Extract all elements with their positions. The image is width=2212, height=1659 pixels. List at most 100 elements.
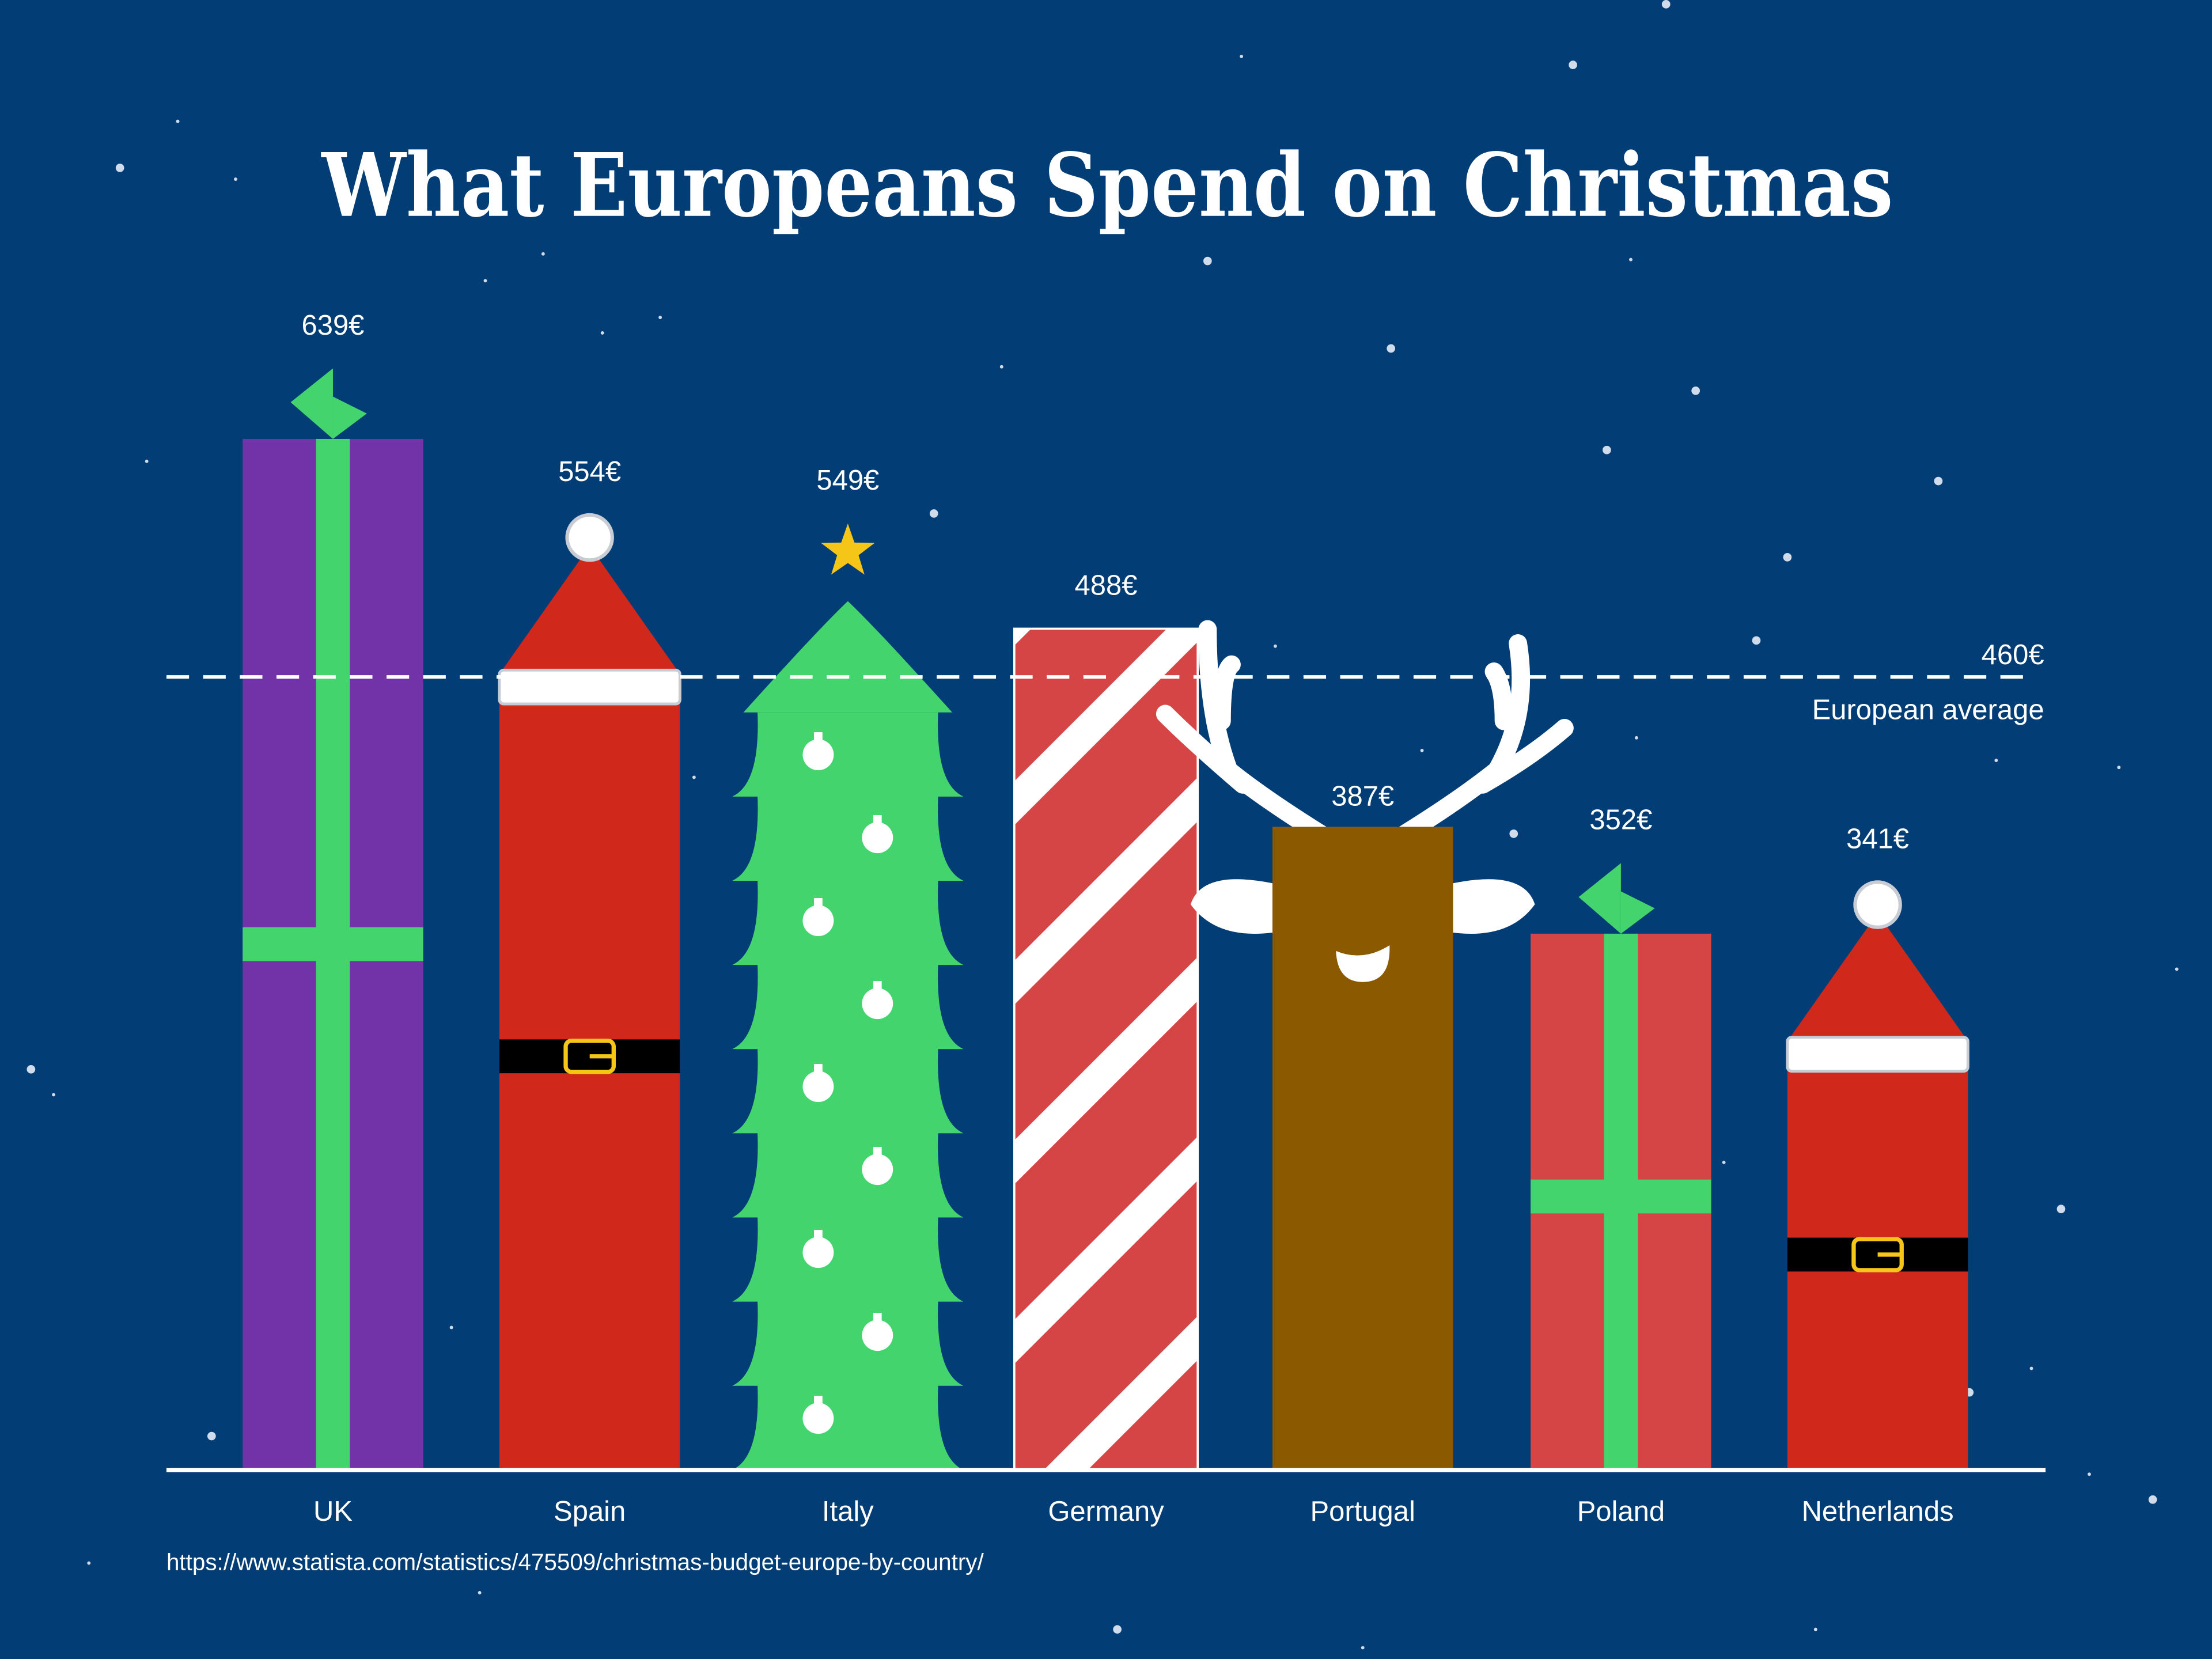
x-tick-label: Poland bbox=[1577, 1496, 1665, 1527]
reindeer-head bbox=[1272, 827, 1453, 1470]
snow-dot bbox=[1240, 55, 1244, 58]
ornament bbox=[802, 1071, 834, 1103]
santa-bar bbox=[1786, 880, 1969, 1470]
snow-dot bbox=[1661, 0, 1671, 9]
x-tick-label: Italy bbox=[822, 1496, 874, 1527]
hat-brim bbox=[1786, 1036, 1969, 1073]
bars bbox=[243, 368, 1969, 1471]
snow-dot bbox=[87, 1561, 91, 1565]
snow-dot bbox=[2117, 766, 2121, 770]
snow-dot bbox=[115, 164, 124, 172]
ornament-cap bbox=[873, 981, 882, 990]
ribbon-horizontal bbox=[1531, 1179, 1711, 1214]
snow-dot bbox=[1387, 344, 1396, 353]
snow-dot bbox=[1629, 257, 1633, 262]
snow-dot bbox=[600, 331, 604, 335]
snow-dot bbox=[1634, 736, 1638, 740]
pom-pom bbox=[1853, 880, 1902, 929]
ornament-cap bbox=[814, 1396, 823, 1404]
snow-dot bbox=[1691, 387, 1700, 395]
snow-dot bbox=[692, 775, 696, 779]
snow-dot bbox=[1934, 476, 1943, 486]
reindeer-nose bbox=[1336, 945, 1390, 982]
cane-body bbox=[1013, 627, 1199, 1471]
antler-right-tine bbox=[1484, 662, 1513, 730]
x-tick-label: Netherlands bbox=[1802, 1496, 1954, 1527]
santa-body bbox=[499, 701, 680, 1470]
tree-body bbox=[732, 712, 964, 1470]
snow-dot bbox=[234, 177, 237, 181]
ornament-cap bbox=[814, 1230, 823, 1238]
snow-dot bbox=[929, 509, 938, 518]
snow-dot bbox=[1569, 60, 1577, 69]
ornament-cap bbox=[814, 1064, 823, 1073]
bow-right bbox=[1620, 891, 1655, 934]
source-link[interactable]: https://www.statista.com/statistics/4755… bbox=[166, 1549, 984, 1575]
reindeer-bar bbox=[1156, 620, 1574, 1470]
snow-dot bbox=[478, 1590, 482, 1594]
ornament bbox=[862, 822, 893, 854]
x-tick-label: Germany bbox=[1048, 1496, 1164, 1527]
santa-hat bbox=[1790, 913, 1965, 1037]
data-label: 352€ bbox=[1589, 805, 1652, 836]
snow-dot bbox=[1203, 256, 1212, 266]
snow-dot bbox=[483, 279, 487, 283]
ornament-cap bbox=[814, 898, 823, 907]
ornament bbox=[802, 905, 834, 937]
antler-right-branch bbox=[1473, 718, 1574, 794]
snow-dot bbox=[2029, 1366, 2033, 1370]
ornament bbox=[802, 739, 834, 771]
tree-star bbox=[821, 523, 875, 575]
ear-right bbox=[1453, 879, 1535, 934]
snow-dot bbox=[145, 459, 149, 463]
data-label: 488€ bbox=[1075, 570, 1138, 601]
ornament-cap bbox=[814, 732, 823, 741]
data-label: 549€ bbox=[816, 465, 879, 496]
snow-dot bbox=[1273, 644, 1277, 648]
ear-left bbox=[1190, 879, 1272, 934]
ornament-cap bbox=[873, 815, 882, 824]
average-label: European average bbox=[1812, 695, 2044, 726]
tree-bar bbox=[732, 523, 964, 1470]
ornament bbox=[862, 1154, 893, 1185]
snow-dot bbox=[1420, 748, 1424, 752]
snow-dot bbox=[658, 316, 662, 319]
pom-pom bbox=[565, 513, 614, 562]
tree-top bbox=[743, 601, 953, 713]
snow-dot bbox=[52, 1093, 55, 1097]
data-label: 341€ bbox=[1846, 824, 1909, 855]
ribbon-horizontal bbox=[243, 927, 423, 961]
ornament bbox=[862, 1320, 893, 1351]
santa-bar bbox=[498, 513, 681, 1470]
santa-hat bbox=[502, 546, 677, 671]
belt-buckle bbox=[1851, 1237, 1904, 1272]
data-label: 387€ bbox=[1331, 781, 1394, 812]
ornament-cap bbox=[873, 1147, 882, 1156]
snow-dot bbox=[1113, 1625, 1122, 1634]
snow-dot bbox=[1752, 636, 1761, 645]
bow-left bbox=[1578, 863, 1621, 934]
snow-dot bbox=[1603, 445, 1611, 454]
ornament bbox=[862, 988, 893, 1020]
snow-dot bbox=[2088, 1472, 2091, 1476]
gift-bar bbox=[243, 368, 423, 1470]
belt-buckle bbox=[563, 1039, 616, 1074]
x-tick-label: UK bbox=[313, 1496, 353, 1527]
chart-title: What Europeans Spend on Christmas bbox=[321, 134, 1893, 237]
snow-dot bbox=[1361, 1646, 1365, 1650]
snow-dot bbox=[1509, 830, 1518, 838]
snow-dot bbox=[999, 365, 1003, 369]
data-label: 639€ bbox=[301, 310, 364, 341]
snow-dot bbox=[1722, 1161, 1726, 1164]
snow-dot bbox=[2175, 967, 2179, 971]
bow-left bbox=[290, 368, 333, 439]
snow-dot bbox=[2056, 1205, 2066, 1214]
ornament bbox=[802, 1237, 834, 1268]
ornament-cap bbox=[873, 1313, 882, 1321]
snow-dot bbox=[541, 252, 545, 256]
snow-dot bbox=[2148, 1495, 2157, 1504]
snow-dot bbox=[1783, 553, 1792, 562]
snow-dot bbox=[1813, 1627, 1817, 1631]
snow-dot bbox=[207, 1431, 216, 1441]
